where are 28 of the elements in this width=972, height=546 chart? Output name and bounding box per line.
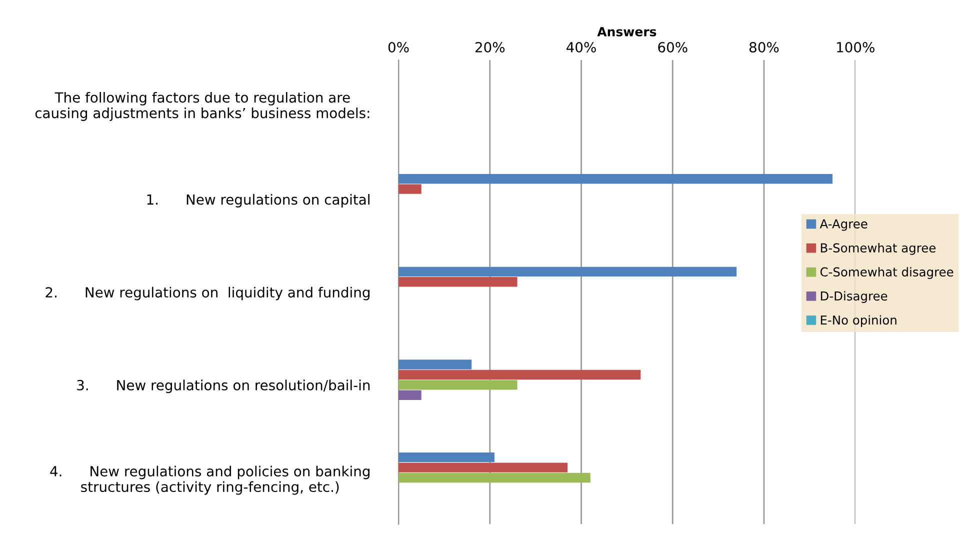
bar [398,370,641,380]
bar [398,266,737,277]
y-tick-label: 4. New regulations and policies on banking structures (activity ring-fencing, etc.) [50,466,370,495]
legend-label: B-Somewhat agree [820,243,936,255]
bar [398,452,494,462]
bar [398,360,472,370]
x-tick-label: 40% [566,42,596,53]
x-tick-label: 0% [388,42,409,53]
x-tick-label: 20% [475,42,505,53]
x-tick-label: 60% [658,42,688,53]
x-tick-label: 100% [837,42,874,53]
y-tick-label: 2. New regulations on liquidity and funding [46,286,370,300]
text: The following factors due to regulation are causing adjustments in banks’ business models: [35,92,370,121]
bar [398,184,422,194]
x-axis-title: Answers [597,27,656,36]
y-tick-label: 3. New regulations on resolution/bail-in [77,380,370,394]
bar [398,380,518,390]
legend-label: E-No opinion [820,315,896,328]
bar [398,390,422,400]
bar [398,462,568,472]
bar [398,472,590,483]
x-tick-label: 80% [750,42,779,53]
bar [398,277,518,287]
bar [398,174,833,184]
legend-label: C-Somewhat disagree [820,267,954,279]
y-tick-label: 1. New regulations on capital [147,194,370,208]
legend-label: A-Agree [820,219,868,231]
legend-label: D-Disagree [820,291,888,303]
